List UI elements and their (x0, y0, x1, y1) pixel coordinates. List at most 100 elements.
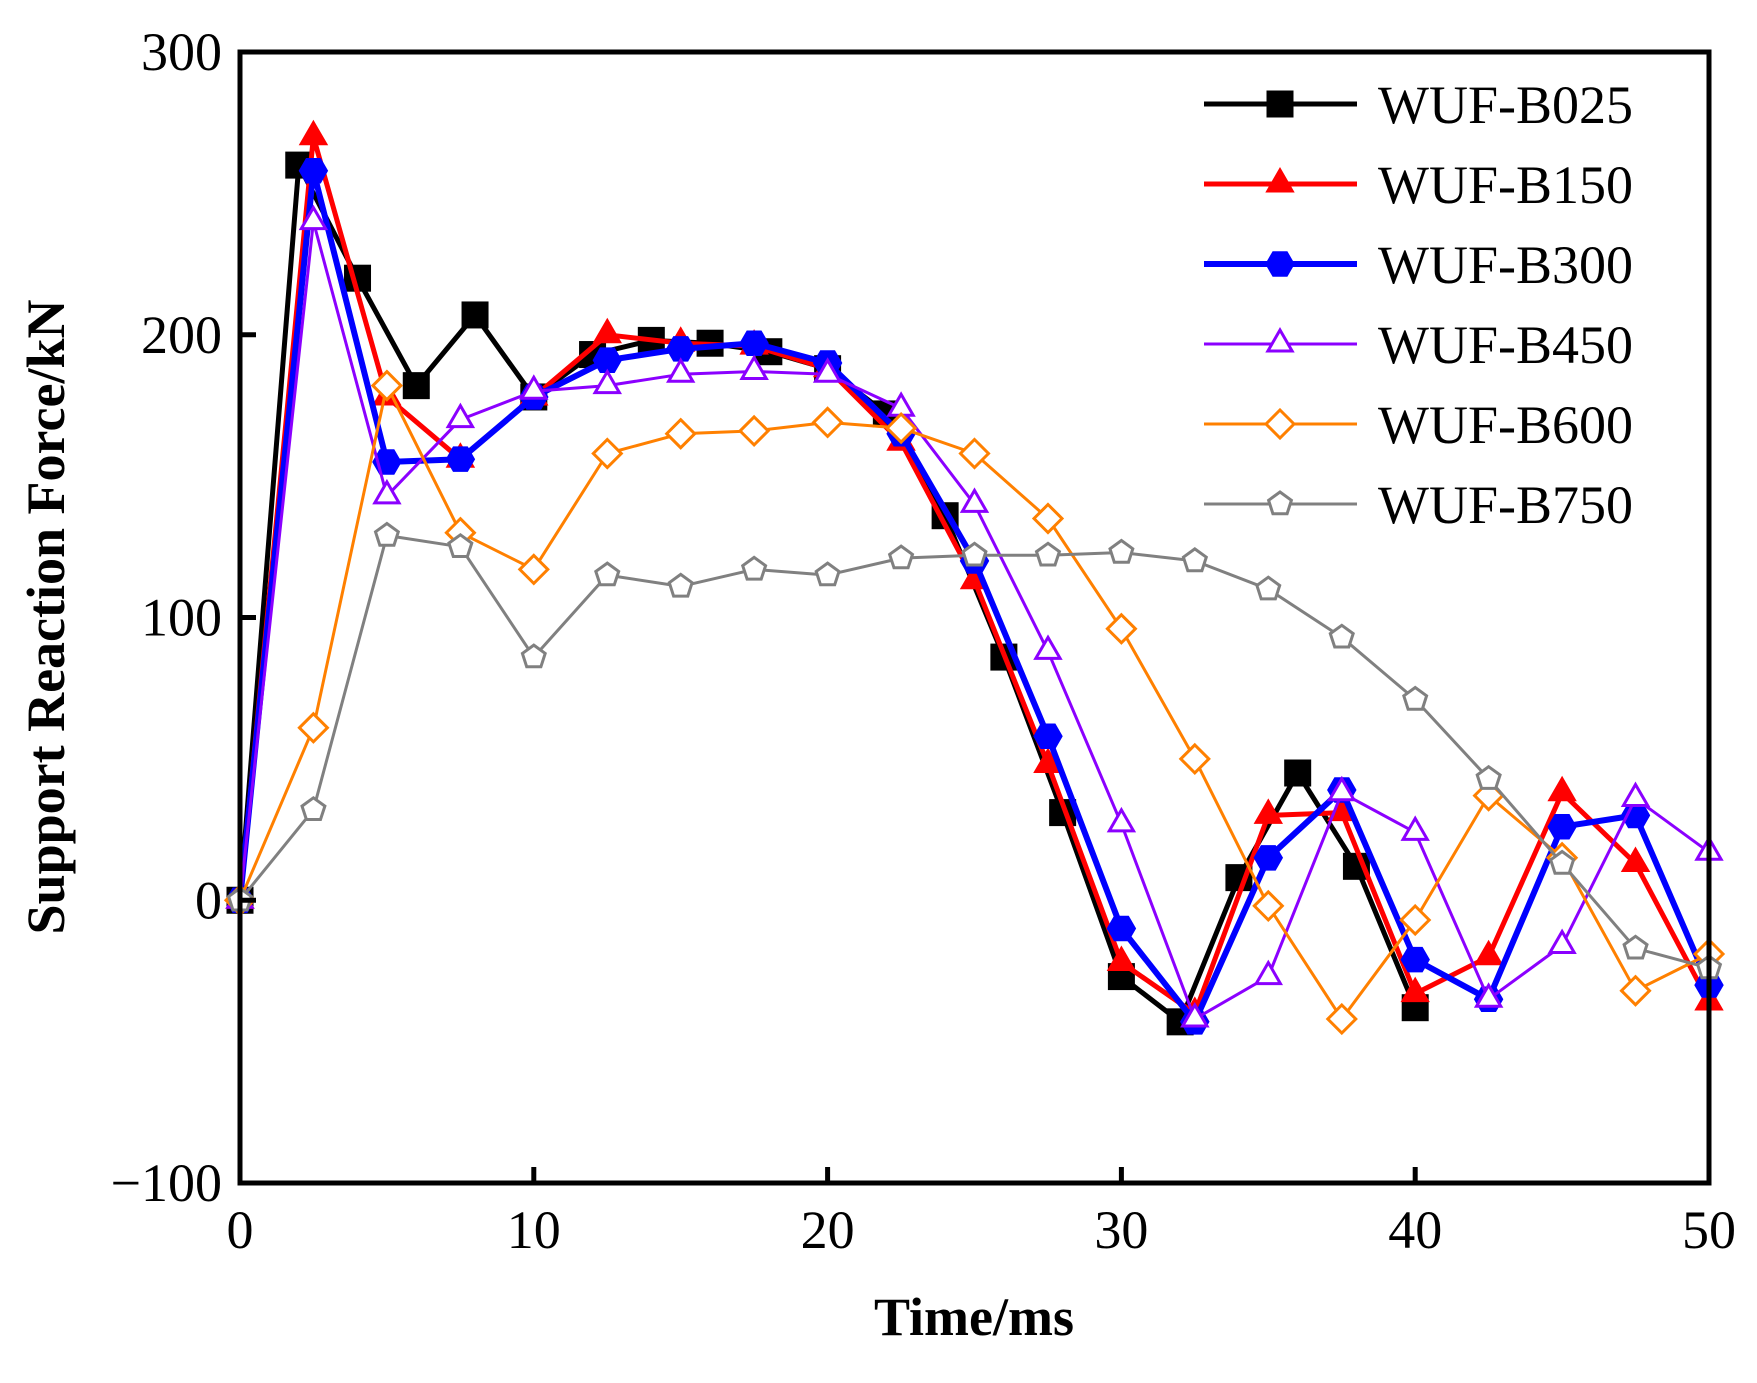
data-point (665, 336, 696, 362)
series-wuf-b750 (226, 521, 1723, 980)
data-point (1252, 889, 1285, 923)
data-point (667, 572, 694, 598)
data-point (370, 369, 404, 402)
data-point (402, 372, 430, 400)
data-point (1108, 538, 1135, 564)
legend-marker (1266, 90, 1294, 118)
x-axis-title: Time/ms (874, 1287, 1074, 1347)
legend-entry-wuf-b150: WUF-B150 (1204, 155, 1633, 215)
data-point (1328, 623, 1355, 649)
x-tick-label: 40 (1388, 1200, 1442, 1260)
data-point (1031, 502, 1065, 535)
legend-marker (1265, 166, 1295, 193)
data-point (812, 357, 843, 383)
plot-frame (237, 49, 1712, 1186)
legend-entry-wuf-b025: WUF-B025 (1204, 75, 1633, 135)
data-point (592, 347, 623, 373)
data-point (1399, 903, 1432, 937)
data-point (1547, 928, 1577, 954)
data-point (517, 553, 550, 586)
data-point (959, 487, 990, 513)
legend-marker (1263, 407, 1297, 441)
data-point (958, 437, 991, 470)
data-point (1473, 982, 1504, 1008)
data-point (1547, 775, 1577, 802)
y-tick-label: 200 (141, 305, 222, 365)
series-layer (223, 119, 1726, 1036)
y-tick-label: 300 (141, 22, 222, 82)
legend-label: WUF-B150 (1378, 155, 1633, 215)
data-point (1622, 934, 1649, 960)
legend-entry-wuf-b450: WUF-B450 (1204, 315, 1633, 375)
series-wuf-b600 (223, 369, 1726, 1036)
legend-label: WUF-B450 (1378, 315, 1633, 375)
legend-entry-wuf-b600: WUF-B600 (1204, 395, 1633, 455)
data-point (666, 357, 696, 383)
legend-entry-wuf-b750: WUF-B750 (1204, 475, 1633, 535)
data-point (372, 478, 402, 505)
data-point (1034, 541, 1062, 567)
data-point (887, 544, 915, 570)
data-point (1402, 685, 1429, 711)
data-point (1400, 976, 1430, 1003)
data-point (1325, 1002, 1358, 1036)
data-point (461, 301, 489, 329)
data-point (1475, 764, 1502, 790)
data-point (739, 330, 769, 356)
y-tick-label: −100 (111, 1153, 222, 1213)
data-point (1033, 723, 1063, 749)
data-point (740, 555, 768, 581)
data-point (520, 643, 547, 669)
x-tick-label: 30 (1094, 1200, 1148, 1260)
data-point (1253, 845, 1284, 871)
series-wuf-b450 (225, 204, 1724, 1028)
data-point (739, 354, 769, 380)
data-point (300, 795, 327, 821)
data-point (961, 541, 988, 567)
data-point (1253, 959, 1283, 986)
data-point (1106, 945, 1137, 971)
data-point (1326, 775, 1357, 802)
data-point (737, 414, 771, 448)
y-tick-label: 0 (195, 870, 222, 930)
data-point (298, 158, 329, 184)
legend-entry-wuf-b300: WUF-B300 (1204, 235, 1633, 295)
data-point (594, 561, 621, 587)
legend-label: WUF-B750 (1378, 475, 1633, 535)
x-tick-label: 10 (507, 1200, 561, 1260)
data-point (1106, 915, 1137, 942)
data-point (592, 317, 622, 344)
legend: WUF-B025 WUF-B150 WUF-B300 WUF-B450 WUF-B600… (1204, 75, 1633, 535)
data-point (1033, 747, 1063, 773)
data-point (1473, 939, 1504, 966)
data-point (1547, 814, 1577, 840)
y-axis-title: Support Reaction Force/kN (16, 300, 76, 935)
y-tick-label: 100 (141, 588, 222, 648)
series-line (237, 167, 1712, 1025)
data-point (445, 402, 476, 429)
x-tick-label: 20 (801, 1200, 855, 1260)
data-point (297, 711, 330, 744)
data-point (1620, 781, 1651, 807)
data-point (1106, 806, 1137, 833)
legend-marker (1265, 326, 1295, 353)
data-point (1105, 612, 1138, 645)
data-point (1284, 759, 1312, 787)
data-point (447, 532, 474, 558)
data-point (664, 417, 697, 450)
data-point (1548, 849, 1576, 875)
data-point (1400, 815, 1430, 841)
data-point (811, 406, 844, 439)
data-point (1620, 846, 1651, 872)
data-point (1180, 1002, 1210, 1028)
data-point (298, 119, 329, 146)
data-point (1619, 974, 1652, 1007)
legend-marker (1265, 251, 1295, 277)
data-point (1255, 575, 1282, 601)
data-point (591, 437, 624, 470)
data-point (519, 374, 549, 400)
data-point (1181, 547, 1209, 573)
data-point (1400, 946, 1430, 973)
